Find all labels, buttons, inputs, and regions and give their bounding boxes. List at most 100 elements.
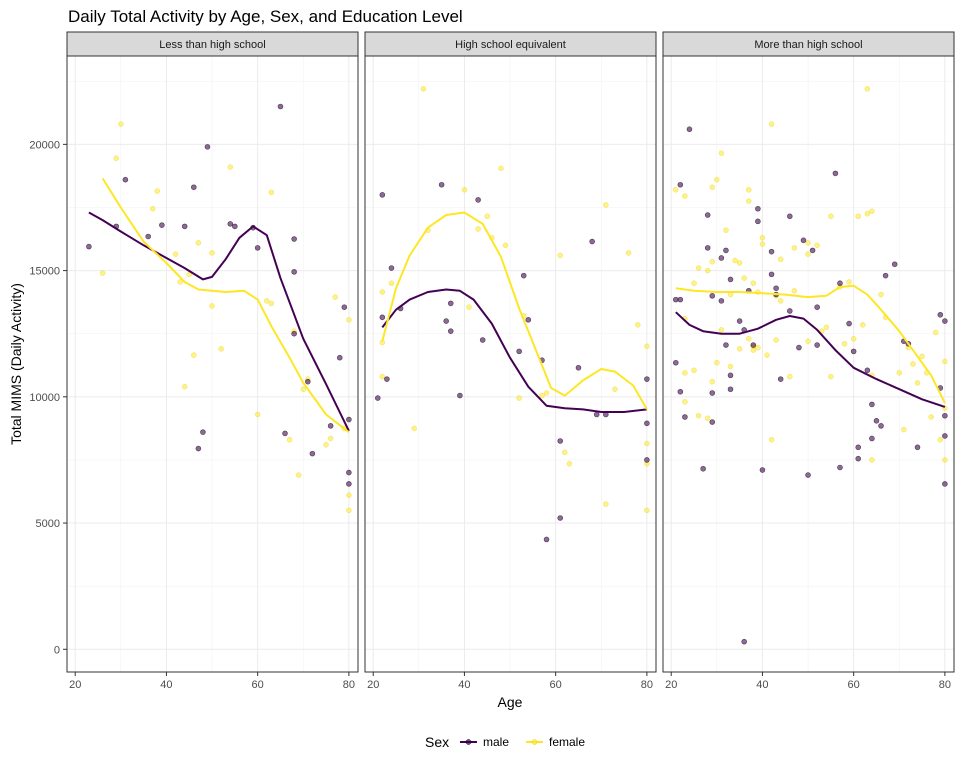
male-point [346,416,352,423]
female-point [777,256,784,262]
male-point [855,455,862,462]
female-point [828,213,834,220]
female-point [346,317,352,323]
female-point [543,390,550,396]
female-point [869,208,875,215]
male-point [282,430,288,437]
male-point [204,144,211,150]
male-point [704,245,711,251]
female-point [714,176,720,183]
male-point [727,372,734,379]
male-point [291,236,297,242]
male-point [709,419,716,425]
female-point [942,358,948,365]
female-point [823,324,830,331]
female-point [682,399,688,405]
female-point [718,150,725,156]
y-axis: 0 5000 10000 15000 20000 [29,139,67,656]
legend-title: Sex [425,734,449,750]
female-point [566,460,573,467]
female-point [635,322,641,328]
female-point [209,303,215,309]
male-point [837,280,843,287]
male-point [200,429,206,435]
female-point [709,184,716,191]
male-point [190,184,197,191]
male-point [479,337,486,343]
female-point [612,386,618,392]
female-point [475,226,481,232]
female-point [461,187,468,193]
female-point [420,86,427,92]
female-point [736,346,743,352]
x-tick-label: 60 [550,679,562,691]
female-smooth-line [675,284,946,404]
female-point [539,392,545,399]
female-point [745,336,752,342]
x-tick-label: 40 [160,679,172,691]
y-tick-label: 15000 [29,266,60,278]
y-axis-title: Total MIMS (Daily Activity) [8,283,24,445]
male-point [291,269,297,275]
female-point [300,386,307,392]
male-point [475,197,481,203]
male-point [277,103,284,110]
female-point [149,205,156,212]
female-point [172,251,179,257]
male-point [777,376,784,382]
male-point [122,176,129,183]
female-point [846,279,852,285]
male-smooth-line [381,288,648,413]
male-point [814,304,820,310]
female-point [346,492,352,499]
male-point [86,243,92,250]
male-point [837,464,843,471]
male-point [341,304,348,310]
male-point [327,423,334,429]
male-point [672,296,679,303]
male-point [557,515,564,521]
female-point [736,260,743,266]
male-point [516,348,522,355]
male-point [593,411,600,418]
male-point [709,390,716,396]
female-point [254,411,261,418]
female-point [750,347,757,353]
female-point [773,337,779,343]
female-point [227,164,234,170]
male-point [159,222,165,228]
male-point [755,205,761,212]
female-point [502,242,509,249]
female-point [828,373,834,380]
male-point [878,423,884,429]
male-point [723,342,729,348]
female-point [209,250,215,256]
female-point [695,413,702,419]
male-point [309,450,316,457]
male-point [773,285,779,292]
female-point [768,436,775,443]
female-point [741,275,747,281]
female-point [896,370,903,376]
female-point [323,442,329,448]
facet-panel: Less than high school 20 40 60 80 [66,31,359,691]
female-point [704,267,711,274]
female-point [914,380,921,386]
female-point [937,436,944,443]
female-point [791,245,798,251]
male-point [438,181,445,188]
female-point [745,198,752,204]
x-tick-label: 40 [458,679,470,691]
male-smooth-line [88,211,350,432]
male-point [942,481,948,487]
female-point [295,472,302,478]
male-point [677,181,684,188]
female-point [411,425,418,432]
female-point [346,507,352,514]
y-tick-label: 20000 [29,139,60,151]
facet-strip [66,31,359,57]
female-point [388,280,395,286]
female-point [714,359,720,366]
